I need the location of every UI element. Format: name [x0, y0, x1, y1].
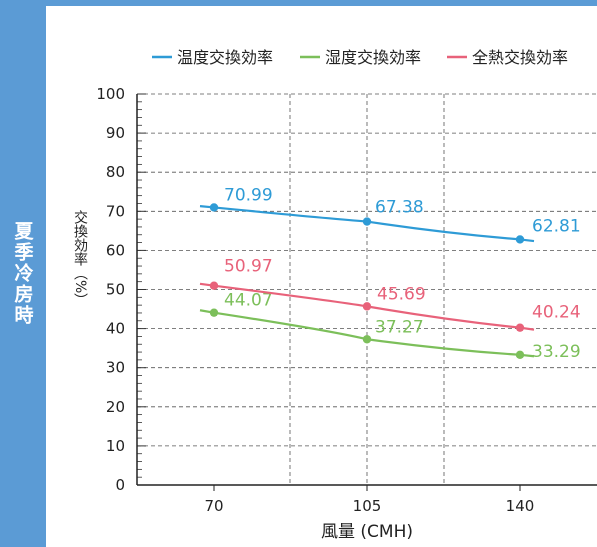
y-tick-label: 30	[106, 359, 125, 377]
data-label: 70.99	[224, 185, 273, 205]
data-point	[209, 281, 219, 290]
y-tick-label: 50	[106, 281, 125, 299]
legend-label: 湿度交換効率	[325, 48, 421, 67]
data-point	[209, 203, 219, 212]
data-label: 50.97	[224, 257, 273, 277]
axes: 0 10 20 30 40 50 60 70 80 90 100 70 105 140	[96, 85, 597, 515]
data-point	[362, 302, 372, 311]
y-tick-label: 20	[106, 398, 125, 416]
y-tick-label: 70	[106, 202, 125, 220]
section-label: 夏季冷房時	[11, 221, 34, 326]
data-point	[209, 308, 219, 317]
y-tick-label: 0	[115, 476, 125, 494]
y-tick-label: 90	[106, 124, 125, 142]
section-tab: 夏季冷房時	[0, 0, 46, 547]
legend-label: 温度交換効率	[177, 48, 273, 67]
data-point	[515, 350, 525, 360]
x-tick-label: 105	[353, 497, 382, 515]
grid	[137, 93, 597, 485]
series-group: 70.99 67.38 62.81 44.07 37.27 33.29 50.97 45.69…	[199, 185, 581, 362]
x-tick-label: 70	[204, 497, 223, 515]
data-point	[515, 235, 525, 244]
legend-label: 全熱交換効率	[472, 48, 568, 67]
y-tick-label: 40	[106, 320, 125, 338]
y-tick-label: 100	[96, 85, 125, 103]
data-label: 40.24	[532, 303, 581, 323]
top-rule	[46, 0, 597, 6]
data-label: 44.07	[224, 291, 273, 311]
x-axis-label: 風量 (CMH)	[321, 522, 413, 542]
data-point	[362, 217, 372, 226]
y-tick-label: 60	[106, 241, 125, 259]
legend: 温度交換効率 湿度交換効率 全熱交換効率	[152, 48, 568, 67]
data-label: 37.27	[375, 317, 424, 337]
data-label: 45.69	[377, 284, 426, 304]
data-label: 62.81	[532, 216, 581, 236]
y-tick-label: 10	[106, 437, 125, 455]
data-label: 33.29	[532, 342, 581, 362]
y-tick-label: 80	[106, 163, 125, 181]
data-label: 67.38	[375, 198, 424, 218]
data-point	[362, 335, 372, 344]
y-axis-label: 交換効率（%）	[72, 209, 88, 307]
data-point	[515, 323, 525, 332]
x-tick-label: 140	[506, 497, 535, 515]
